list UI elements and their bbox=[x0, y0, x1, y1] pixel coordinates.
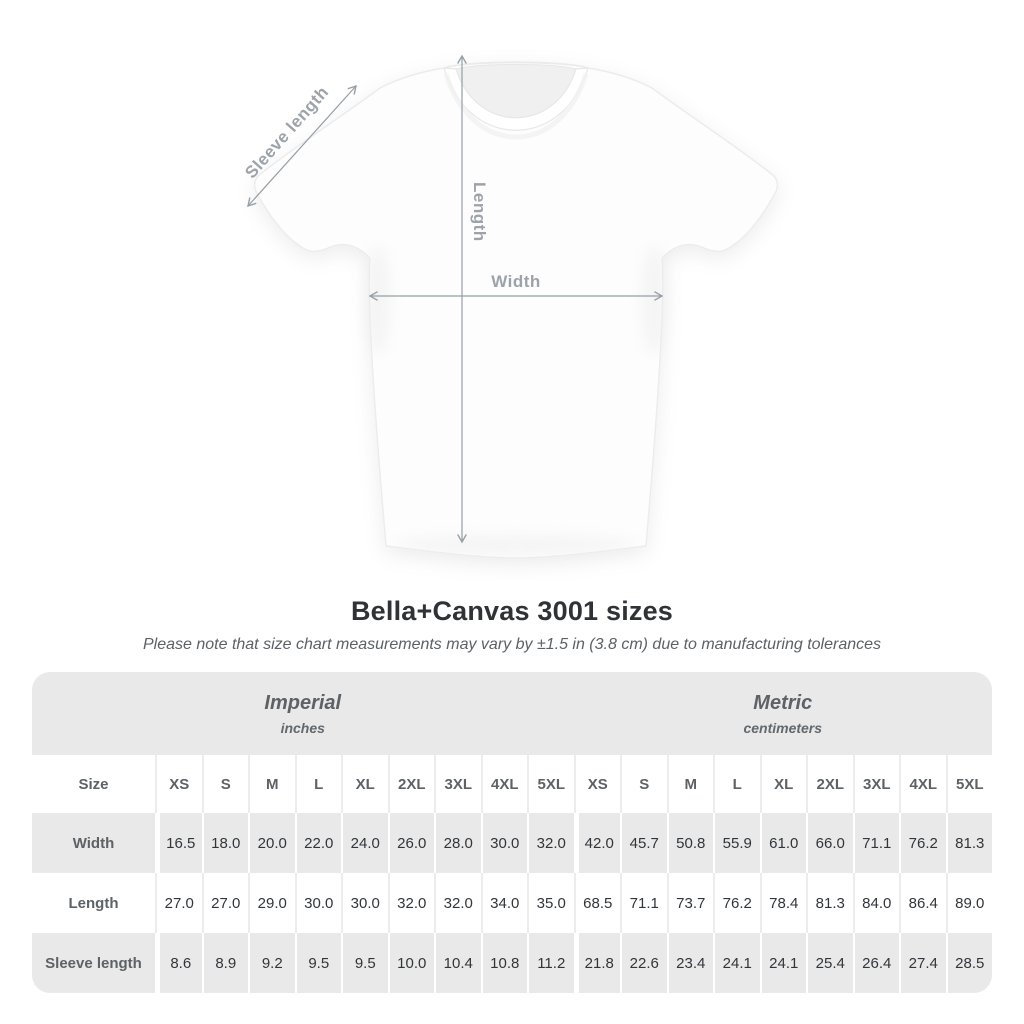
imperial-value-cell: 32.0 bbox=[387, 873, 434, 933]
imperial-value-cell: 10.4 bbox=[434, 933, 481, 993]
imperial-value-cell: 8.9 bbox=[201, 933, 248, 993]
table-row: Width 16.5 18.0 20.0 22.0 24.0 26.0 28.0 30.0 32.… bbox=[32, 813, 992, 873]
metric-size-xl: XL bbox=[759, 755, 806, 813]
page-title: Bella+Canvas 3001 sizes bbox=[350, 596, 674, 626]
size-chart-table: Imperial inches Metric centimeters Size … bbox=[32, 672, 992, 993]
metric-value-cell: 23.4 bbox=[666, 933, 713, 993]
metric-group-header: Metric centimeters bbox=[573, 672, 992, 755]
imperial-size-5xl: 5XL bbox=[527, 755, 574, 813]
metric-value-cell: 28.5 bbox=[945, 933, 992, 993]
metric-value-cell: 45.7 bbox=[620, 813, 667, 873]
imperial-size-l: L bbox=[294, 755, 341, 813]
metric-value-cell: 21.8 bbox=[573, 933, 620, 993]
imperial-value-cell: 8.6 bbox=[155, 933, 202, 993]
metric-value-cell: 89.0 bbox=[945, 873, 992, 933]
imperial-value-cell: 30.0 bbox=[294, 873, 341, 933]
metric-value-cell: 68.5 bbox=[573, 873, 620, 933]
metric-value-cell: 86.4 bbox=[899, 873, 946, 933]
metric-value-cell: 24.1 bbox=[713, 933, 760, 993]
metric-size-s: S bbox=[620, 755, 667, 813]
tshirt-measurement-diagram: Length Width Sleeve length bbox=[241, 54, 779, 559]
metric-value-cell: 55.9 bbox=[713, 813, 760, 873]
metric-value-cell: 24.1 bbox=[759, 933, 806, 993]
title-block: Bella+Canvas 3001 sizes Please note that… bbox=[0, 596, 1024, 654]
metric-size-5xl: 5XL bbox=[945, 755, 992, 813]
row-label: Length bbox=[32, 873, 155, 933]
metric-label: Metric bbox=[753, 691, 813, 714]
metric-size-m: M bbox=[666, 755, 713, 813]
imperial-value-cell: 18.0 bbox=[201, 813, 248, 873]
size-table-body: Width 16.5 18.0 20.0 22.0 24.0 26.0 28.0 30.0 32.… bbox=[32, 813, 992, 993]
imperial-size-s: S bbox=[201, 755, 248, 813]
metric-value-cell: 81.3 bbox=[806, 873, 853, 933]
tshirt-body bbox=[253, 61, 779, 559]
size-table: Imperial inches Metric centimeters Size … bbox=[32, 672, 992, 993]
imperial-value-cell: 30.0 bbox=[341, 873, 388, 933]
imperial-value-cell: 27.0 bbox=[155, 873, 202, 933]
imperial-value-cell: 20.0 bbox=[248, 813, 295, 873]
imperial-value-cell: 10.8 bbox=[480, 933, 527, 993]
size-header-row: Size XS S M L XL 2XL 3XL 4XL 5XL XS S M L XL 2XL 3XL 4XL… bbox=[32, 755, 992, 813]
imperial-value-cell: 26.0 bbox=[387, 813, 434, 873]
imperial-value-cell: 9.5 bbox=[341, 933, 388, 993]
metric-value-cell: 81.3 bbox=[945, 813, 992, 873]
imperial-value-cell: 11.2 bbox=[527, 933, 574, 993]
tolerance-note: Please note that size chart measurements… bbox=[142, 636, 882, 653]
metric-size-4xl: 4XL bbox=[899, 755, 946, 813]
metric-value-cell: 26.4 bbox=[852, 933, 899, 993]
imperial-size-3xl: 3XL bbox=[434, 755, 481, 813]
metric-value-cell: 71.1 bbox=[620, 873, 667, 933]
metric-value-cell: 25.4 bbox=[806, 933, 853, 993]
metric-value-cell: 84.0 bbox=[852, 873, 899, 933]
length-label: Length bbox=[470, 182, 489, 242]
metric-value-cell: 73.7 bbox=[666, 873, 713, 933]
imperial-unit: inches bbox=[280, 719, 325, 736]
table-row: Sleeve length 8.6 8.9 9.2 9.5 9.5 10.0 10.4 10.8… bbox=[32, 933, 992, 993]
imperial-value-cell: 10.0 bbox=[387, 933, 434, 993]
imperial-value-cell: 28.0 bbox=[434, 813, 481, 873]
imperial-value-cell: 30.0 bbox=[480, 813, 527, 873]
imperial-size-xl: XL bbox=[341, 755, 388, 813]
imperial-size-2xl: 2XL bbox=[387, 755, 434, 813]
metric-value-cell: 76.2 bbox=[899, 813, 946, 873]
unit-group-row: Imperial inches Metric centimeters bbox=[32, 672, 992, 755]
metric-value-cell: 42.0 bbox=[573, 813, 620, 873]
metric-size-3xl: 3XL bbox=[852, 755, 899, 813]
metric-size-2xl: 2XL bbox=[806, 755, 853, 813]
metric-value-cell: 22.6 bbox=[620, 933, 667, 993]
metric-value-cell: 66.0 bbox=[806, 813, 853, 873]
metric-value-cell: 61.0 bbox=[759, 813, 806, 873]
imperial-label: Imperial bbox=[264, 691, 342, 714]
metric-size-xs: XS bbox=[573, 755, 620, 813]
imperial-value-cell: 9.2 bbox=[248, 933, 295, 993]
width-label: Width bbox=[491, 272, 541, 291]
imperial-value-cell: 24.0 bbox=[341, 813, 388, 873]
imperial-size-xs: XS bbox=[155, 755, 202, 813]
imperial-group-header: Imperial inches bbox=[32, 672, 574, 755]
imperial-value-cell: 27.0 bbox=[201, 873, 248, 933]
row-label: Width bbox=[32, 813, 155, 873]
metric-value-cell: 76.2 bbox=[713, 873, 760, 933]
sleeve-length-arrow bbox=[247, 84, 357, 208]
size-corner-header: Size bbox=[32, 755, 155, 813]
metric-value-cell: 50.8 bbox=[666, 813, 713, 873]
imperial-size-m: M bbox=[248, 755, 295, 813]
imperial-value-cell: 22.0 bbox=[294, 813, 341, 873]
table-row: Length 27.0 27.0 29.0 30.0 30.0 32.0 32.0 34.0 35… bbox=[32, 873, 992, 933]
metric-value-cell: 27.4 bbox=[899, 933, 946, 993]
imperial-value-cell: 32.0 bbox=[527, 813, 574, 873]
imperial-value-cell: 16.5 bbox=[155, 813, 202, 873]
imperial-size-4xl: 4XL bbox=[480, 755, 527, 813]
metric-value-cell: 71.1 bbox=[852, 813, 899, 873]
imperial-value-cell: 29.0 bbox=[248, 873, 295, 933]
tshirt-illustration: Length Width Sleeve length bbox=[241, 54, 779, 559]
imperial-value-cell: 32.0 bbox=[434, 873, 481, 933]
imperial-value-cell: 35.0 bbox=[527, 873, 574, 933]
metric-size-l: L bbox=[713, 755, 760, 813]
metric-unit: centimeters bbox=[743, 719, 823, 736]
imperial-value-cell: 9.5 bbox=[294, 933, 341, 993]
row-label: Sleeve length bbox=[32, 933, 155, 993]
imperial-value-cell: 34.0 bbox=[480, 873, 527, 933]
metric-value-cell: 78.4 bbox=[759, 873, 806, 933]
